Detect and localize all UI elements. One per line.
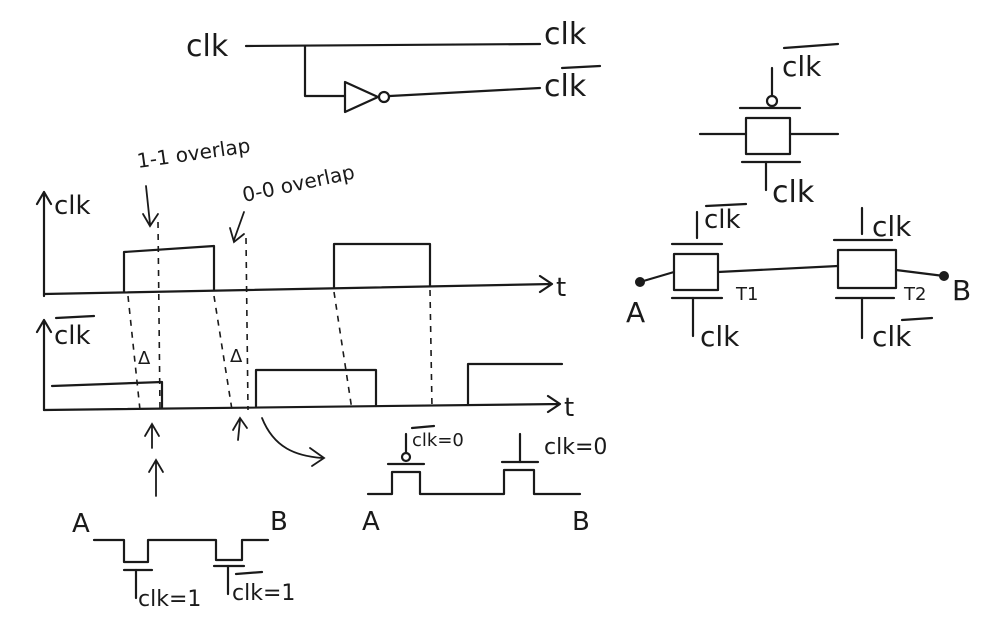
gate-bottom-label: clk [772, 175, 815, 210]
dash-line [333, 291, 353, 411]
curved-arrow [261, 417, 326, 467]
t1-name: T1 [735, 284, 758, 305]
inverter-bubble [377, 90, 391, 104]
inverter-circuit: clk clk clk [186, 17, 602, 114]
node-a-label: A [626, 296, 645, 329]
rgate1-label: clk=0 [412, 430, 464, 451]
gate2-label: clk=1 [232, 581, 295, 606]
inverter-input-label: clk [186, 29, 229, 64]
t1-top-label: clk [704, 205, 741, 235]
up-arrow [144, 422, 160, 449]
inverter-output-true-label: clk [544, 17, 587, 52]
clk-time-label: t [556, 273, 566, 303]
dash-line [429, 289, 433, 409]
up-arrow [232, 416, 248, 441]
overlap-00-arrow [229, 211, 245, 244]
clk-wire [244, 42, 542, 48]
bottom-right-node-b: B [572, 507, 590, 537]
bottom-left-node-b: B [270, 507, 288, 537]
bottom-left-wire [92, 538, 270, 564]
node-b-dot [939, 271, 949, 281]
clk-axis-label: clk [54, 191, 91, 221]
gate-top-label-bar [782, 42, 840, 50]
gate-top-label: clk [782, 50, 822, 83]
overlap-00-label: 0-0 overlap [240, 160, 357, 207]
t1-top-label-bar [704, 202, 748, 208]
t2-channel [836, 248, 898, 290]
dash-line [157, 221, 161, 411]
clkbar-axis-label: clk [54, 321, 91, 351]
inverter-output-inverted-label: clk [544, 69, 587, 104]
delta-mark: Δ [138, 348, 151, 369]
overlap-11-arrow [142, 185, 159, 228]
clkbar-time-axis [42, 394, 562, 414]
inverter-output-bar [560, 64, 602, 70]
bottom-right-node-a: A [362, 507, 380, 537]
t2-bottom-label: clk [872, 320, 912, 353]
dash-line [213, 295, 233, 411]
t1-bottom-label: clk [700, 320, 740, 353]
clkbar-waveform [50, 362, 564, 410]
gate1-label: clk=1 [138, 587, 201, 612]
bottom-right-gates: A clk=0 clk=0 B [362, 424, 607, 537]
single-transmission-gate: clk clk [698, 42, 840, 210]
dash-line [245, 237, 249, 411]
bottom-left-node-a: A [72, 509, 90, 539]
rgate2-label: clk=0 [544, 435, 607, 460]
t1-channel [672, 252, 720, 292]
clk-axis [35, 190, 53, 298]
gate-top-bubble [765, 94, 779, 108]
bottom-right-wire [366, 468, 582, 496]
branch-wire [303, 44, 347, 98]
series-transmission-gates: A clk clk T1 clk clk T2 B [626, 202, 971, 353]
a-wire [638, 270, 676, 284]
b-wire [894, 268, 946, 278]
t2-name: T2 [903, 284, 926, 305]
clkbar-axis-label-bar [54, 314, 96, 320]
delta-mark: Δ [230, 346, 243, 367]
clkbar-time-label: t [564, 393, 574, 423]
clk-time-axis [42, 274, 554, 296]
clk-waveform [122, 242, 432, 294]
rgate1-bubble [400, 451, 412, 463]
rgate1-label-bar [410, 424, 436, 430]
bottom-left-gates: A B clk=1 clk=1 [72, 507, 295, 612]
gate-channel [744, 116, 792, 156]
t2-top-label: clk [872, 210, 912, 243]
clkbar-axis [35, 318, 53, 412]
up-arrow [148, 458, 164, 497]
t1-t2-wire [716, 264, 840, 274]
overlap-11-label: 1-1 overlap [135, 133, 251, 173]
timing-diagram: 1-1 overlap 0-0 overlap clk t clk t Δ Δ [35, 133, 574, 497]
clkbar-wire [388, 86, 542, 98]
node-b-label: B [952, 274, 971, 307]
gate2-label-bar [234, 570, 264, 576]
inverter-triangle [343, 80, 380, 114]
t2-bottom-label-bar [900, 316, 934, 322]
